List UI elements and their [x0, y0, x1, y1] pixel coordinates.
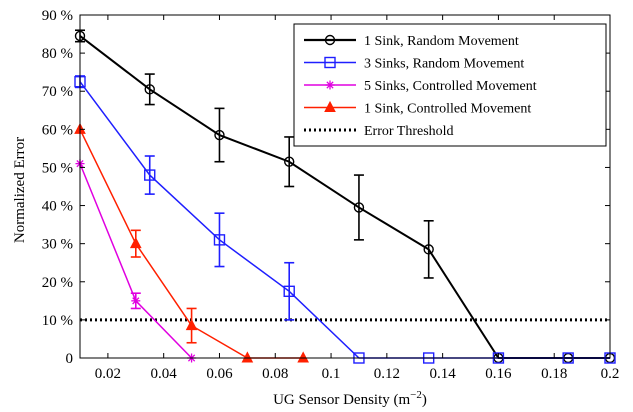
data-point	[284, 156, 295, 167]
y-tick-label: 60 %	[42, 122, 73, 138]
x-tick-label: 0.02	[95, 366, 121, 382]
series-3	[75, 159, 197, 363]
x-tick-label: 0.1	[322, 366, 341, 382]
y-tick-label: 20 %	[42, 275, 73, 291]
data-point	[241, 351, 254, 363]
legend-entry: 1 Sink, Random Movement	[304, 34, 519, 49]
legend-entry: 5 Sinks, Controlled Movement	[304, 79, 537, 94]
legend-marker	[324, 34, 336, 46]
y-tick-label: 50 %	[42, 160, 73, 176]
data-point	[297, 351, 309, 363]
legend-marker	[324, 100, 336, 112]
error-bar	[214, 107, 225, 163]
error-bar	[144, 73, 155, 106]
y-tick-label: 0	[66, 351, 74, 367]
data-point	[213, 234, 226, 246]
x-tick-label: 0.06	[206, 366, 233, 382]
legend-entry: 3 Sinks, Random Movement	[304, 57, 524, 72]
plot-frame	[79, 14, 611, 359]
x-axis-label-close: )	[422, 392, 427, 408]
data-point	[353, 202, 365, 213]
y-tick-label: 10 %	[42, 313, 73, 329]
y-tick-label: 70 %	[42, 84, 73, 100]
y-tick-label: 80 %	[42, 46, 73, 62]
x-tick-label: 0.12	[374, 366, 400, 382]
data-point	[423, 244, 434, 255]
legend-entry: 1 Sink, Controlled Movement	[304, 100, 531, 117]
legend-label: 5 Sinks, Controlled Movement	[364, 79, 537, 94]
data-point	[185, 319, 198, 331]
x-tick-label: 0.16	[485, 366, 512, 382]
error-bar	[423, 220, 434, 279]
error-bar	[353, 174, 364, 241]
x-tick-label: 0.04	[151, 366, 178, 382]
legend-entry: Error Threshold	[304, 124, 454, 139]
legend-marker	[325, 80, 335, 90]
series-1	[74, 29, 616, 364]
axes: 0.02 0.04 0.06 0.08 0.1 0.12 0.14 0.16 0.18 0.2 0 1…	[42, 8, 620, 382]
legend-label: 1 Sink, Random Movement	[364, 34, 519, 49]
data-point	[144, 84, 155, 95]
error-bar	[284, 136, 295, 188]
series-line	[79, 163, 193, 359]
legend-marker	[324, 56, 336, 69]
x-axis-label: UG Sensor Density (m−2)	[273, 389, 427, 408]
data-point	[144, 169, 156, 181]
data-point	[214, 129, 225, 141]
x-tick-label: 0.2	[601, 366, 620, 382]
y-axis-label: Normalized Error	[12, 137, 28, 243]
legend: 1 Sink, Random Movement 3 Sinks, Random M…	[293, 23, 607, 147]
data-point	[129, 237, 142, 249]
y-tick-label: 40 %	[42, 199, 73, 215]
legend-label: Error Threshold	[364, 124, 454, 139]
legend-label: 1 Sink, Controlled Movement	[364, 102, 531, 117]
x-tick-label: 0.08	[262, 366, 288, 382]
error-bar	[144, 155, 155, 195]
error-bar	[284, 261, 295, 321]
series-4	[74, 122, 309, 363]
x-tick-label: 0.14	[430, 366, 457, 382]
data-point	[283, 285, 295, 298]
x-tick-label: 0.18	[541, 366, 567, 382]
star-stroke	[132, 297, 140, 305]
data-point	[131, 296, 141, 306]
y-tick-label: 30 %	[42, 237, 73, 253]
legend-label: 3 Sinks, Random Movement	[364, 57, 524, 72]
star-stroke	[326, 81, 334, 89]
error-bar	[214, 212, 225, 268]
x-axis-label-superscript: −2	[410, 389, 422, 401]
y-tick-label: 90 %	[42, 8, 73, 24]
